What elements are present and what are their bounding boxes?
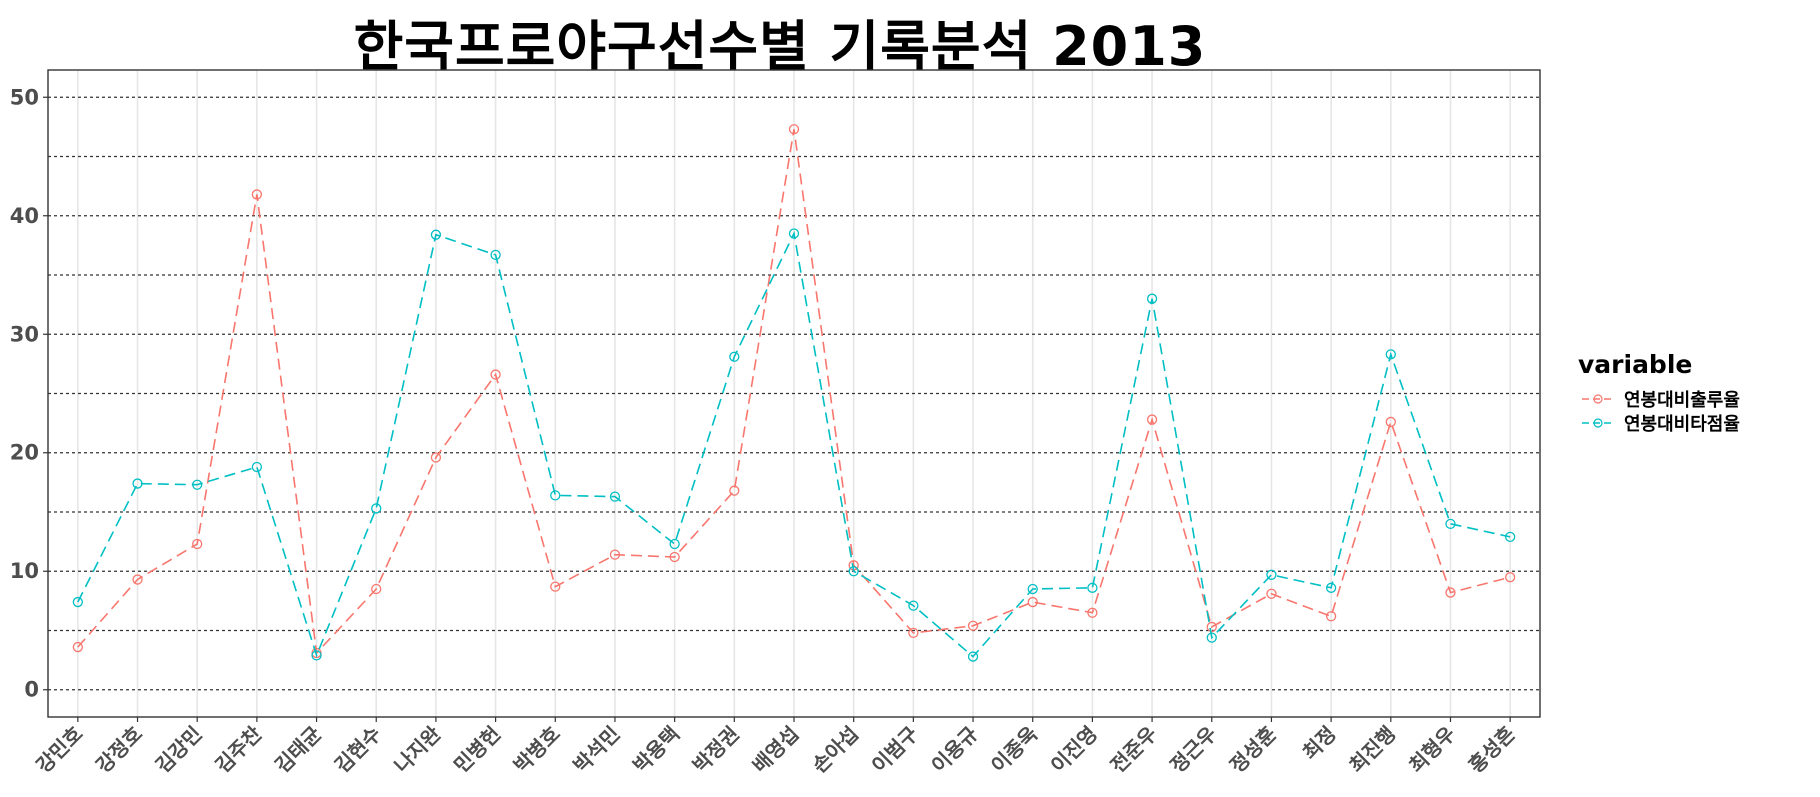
data-point-0-10: [669, 551, 680, 563]
x-tick-label: 나지완: [389, 721, 445, 777]
data-point-0-12: [788, 124, 800, 135]
legend-key-series-0: [1582, 394, 1614, 404]
data-point-1-8: [550, 490, 561, 501]
data-point-0-6: [430, 452, 442, 463]
data-point-0-22: [1385, 416, 1396, 428]
x-tick-label: 손아섭: [807, 722, 863, 778]
line-chart: 0 10 20 30 40 50 강민호 강정호 김강민 김주찬 김태균 김현수 나지완 민병헌 박병호 박석…: [10, 69, 1541, 778]
y-tick-label: 30: [10, 322, 39, 346]
data-point-1-1: [132, 478, 143, 489]
data-point-1-18: [1146, 293, 1158, 304]
x-tick-label: 최정: [1298, 722, 1341, 765]
data-point-0-0: [72, 641, 83, 653]
legend-item-series-1: 연봉대비타점율: [1578, 411, 1740, 435]
data-point-0-24: [1505, 572, 1516, 583]
legend-title: variable: [1578, 350, 1693, 379]
data-point-1-20: [1266, 569, 1277, 580]
legend-key-series-1: [1582, 418, 1614, 428]
legend-item-series-0: 연봉대비출루율: [1578, 387, 1740, 411]
data-point-0-11: [729, 485, 740, 496]
x-tick-label: 배영섭: [748, 722, 804, 778]
data-point-1-0: [72, 596, 83, 608]
x-tick-label: 홍성흔: [1464, 722, 1520, 778]
x-tick-label: 민병헌: [449, 722, 505, 778]
x-tick-label: 최형우: [1404, 722, 1460, 778]
data-point-0-8: [550, 581, 561, 592]
data-point-0-17: [1087, 607, 1098, 618]
data-point-1-6: [430, 229, 442, 240]
data-point-1-19: [1206, 632, 1217, 643]
data-point-1-23: [1445, 518, 1456, 529]
data-point-0-9: [609, 549, 621, 560]
data-point-1-17: [1087, 582, 1098, 593]
data-point-1-14: [908, 600, 919, 611]
data-point-0-20: [1266, 588, 1277, 599]
x-tick-label: 강정호: [91, 722, 147, 778]
data-point-0-19: [1206, 621, 1217, 633]
y-tick-label: 40: [10, 204, 39, 228]
data-point-1-16: [1027, 583, 1038, 595]
data-point-1-10: [669, 538, 680, 550]
data-point-1-21: [1325, 582, 1337, 593]
data-point-0-5: [371, 583, 382, 595]
data-point-1-24: [1505, 531, 1516, 543]
data-point-1-22: [1385, 349, 1396, 360]
data-point-1-9: [609, 491, 621, 502]
data-point-1-5: [371, 503, 382, 514]
legend-label-series-0: 연봉대비출루율: [1624, 390, 1740, 411]
data-point-1-3: [251, 461, 263, 473]
axis-layer: 0 10 20 30 40 50 강민호 강정호 김강민 김주찬 김태균 김현수 나지완 민병헌 박병호 박석…: [10, 85, 1520, 777]
data-point-1-15: [967, 651, 979, 662]
data-point-1-12: [788, 228, 800, 239]
data-point-1-4: [311, 650, 322, 661]
x-tick-label: 이진영: [1046, 722, 1102, 778]
data-point-0-18: [1146, 414, 1158, 425]
data-point-0-23: [1445, 587, 1456, 598]
data-point-1-2: [192, 479, 203, 490]
data-point-0-21: [1325, 611, 1337, 622]
x-tick-label: 이용규: [927, 722, 983, 778]
data-point-0-2: [192, 538, 203, 550]
y-tick-label: 50: [10, 85, 39, 109]
data-point-1-11: [729, 351, 740, 362]
x-tick-label: 이종욱: [986, 722, 1042, 778]
y-tick-label: 0: [24, 678, 39, 702]
data-point-1-13: [848, 566, 859, 577]
x-tick-label: 김주찬: [210, 721, 266, 777]
x-tick-label: 이범구: [867, 722, 923, 778]
y-tick-label: 10: [10, 559, 39, 583]
data-point-0-16: [1027, 596, 1038, 608]
x-tick-label: 전준우: [1106, 722, 1162, 778]
series-layer: [72, 124, 1516, 662]
legend: variable 연봉대비출루율 연봉대비타점율: [1578, 350, 1740, 435]
x-tick-label: 김현수: [330, 722, 386, 778]
grid-layer: [48, 70, 1540, 717]
legend-label-series-1: 연봉대비타점율: [1624, 414, 1740, 435]
y-tick-label: 20: [10, 441, 39, 465]
x-tick-label: 최진행: [1344, 722, 1400, 778]
data-point-0-15: [967, 620, 979, 631]
data-point-0-3: [251, 189, 263, 200]
data-point-0-7: [490, 369, 501, 380]
x-tick-label: 김강민: [151, 722, 207, 778]
series-line-1: [77, 230, 1511, 658]
x-tick-label: 정성훈: [1225, 722, 1281, 778]
x-tick-label: 박병호: [509, 722, 565, 778]
data-point-0-1: [132, 574, 143, 585]
x-tick-label: 박정권: [688, 722, 744, 778]
x-tick-label: 김태균: [270, 722, 326, 778]
data-point-1-7: [490, 249, 501, 261]
x-tick-label: 박용택: [628, 722, 684, 778]
chart-title: 한국프로야구선수별 기록분석 2013: [353, 15, 1207, 78]
x-tick-label: 강민호: [31, 722, 87, 778]
x-tick-label: 박석민: [568, 722, 624, 778]
x-tick-label: 정근우: [1165, 722, 1221, 778]
data-point-0-14: [908, 627, 919, 639]
